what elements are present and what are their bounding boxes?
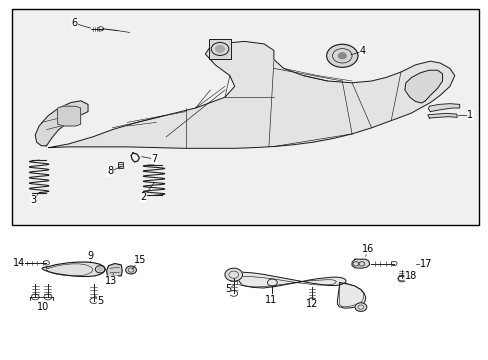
Polygon shape [427,104,459,112]
Polygon shape [232,272,346,288]
Text: 15: 15 [133,255,146,265]
Polygon shape [404,70,442,103]
Text: 10: 10 [37,302,49,312]
Polygon shape [337,283,365,308]
Polygon shape [351,259,369,268]
Circle shape [326,44,357,67]
Circle shape [125,266,136,274]
Polygon shape [427,113,456,118]
Text: 6: 6 [72,18,78,28]
Text: 18: 18 [404,271,416,281]
Bar [209,39,231,59]
Polygon shape [42,262,105,276]
Text: 1: 1 [467,110,472,120]
Bar [12,9,478,225]
Circle shape [215,46,224,52]
Circle shape [98,267,102,271]
Text: 3: 3 [30,195,36,205]
Text: 5: 5 [224,284,230,294]
Text: 7: 7 [151,154,157,164]
Polygon shape [49,41,454,148]
Text: 11: 11 [264,294,277,305]
Text: 5: 5 [97,296,103,306]
Text: 4: 4 [359,46,365,56]
Circle shape [354,303,366,311]
Text: 14: 14 [12,258,25,268]
Text: 8: 8 [107,166,113,176]
Text: 13: 13 [105,276,118,286]
Text: 9: 9 [87,251,93,261]
Bar [118,162,123,168]
Text: 12: 12 [305,299,318,309]
Polygon shape [106,264,122,276]
Circle shape [224,268,242,281]
Text: 2: 2 [140,192,146,202]
Polygon shape [58,106,81,126]
Circle shape [338,53,346,59]
Text: 16: 16 [361,244,373,254]
Text: 17: 17 [419,258,432,269]
Polygon shape [35,101,88,146]
